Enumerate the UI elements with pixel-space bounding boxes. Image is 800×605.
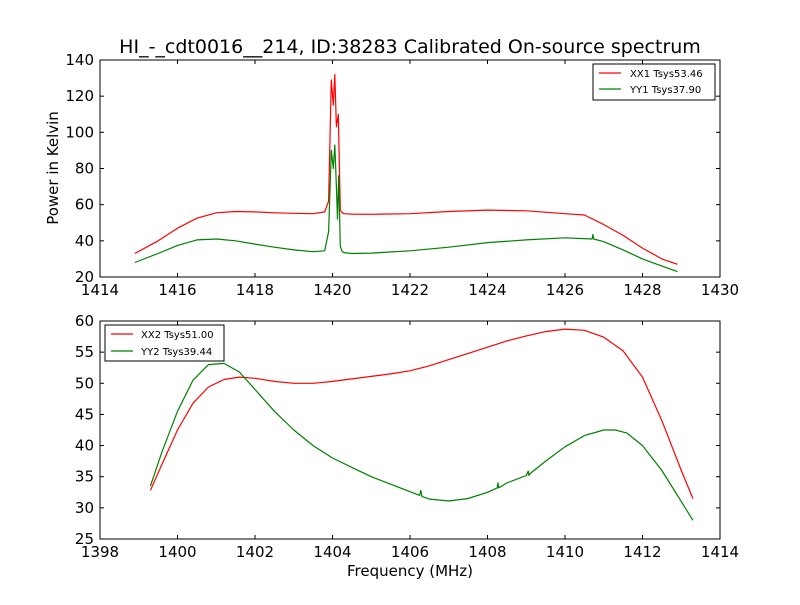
top-xtick-label-6: 1426 (546, 281, 584, 299)
top-ytick-label-4: 100 (65, 123, 94, 141)
bottom-ytick-label-1: 30 (75, 499, 94, 517)
bottom-ytick-label-0: 25 (75, 530, 94, 548)
top-xtick-label-4: 1422 (391, 281, 429, 299)
bottom-xtick-label-6: 1410 (546, 543, 584, 561)
bottom-xtick-label-0: 1398 (81, 543, 119, 561)
top-plot-legend-box (592, 63, 716, 101)
top-plot-ylabel: Power in Kelvin (44, 111, 62, 225)
bottom-ytick-label-5: 50 (75, 374, 94, 392)
top-ytick-label-2: 60 (75, 196, 94, 214)
bottom-plot-series-group (149, 328, 694, 521)
top-ytick-label-0: 20 (75, 268, 94, 286)
top-series-line-0 (134, 73, 678, 265)
bottom-xtick-label-5: 1408 (468, 543, 506, 561)
top-xtick-label-1: 1416 (158, 281, 196, 299)
top-ytick-label-1: 40 (75, 232, 94, 250)
top-ytick-label-5: 120 (65, 87, 94, 105)
top-plot-legend: XX1 Tsys53.46 YY1 Tsys37.90 (592, 63, 716, 101)
bottom-ytick-label-2: 35 (75, 468, 94, 486)
top-plot: HI_-_cdt0016__214, ID:38283 Calibrated O… (44, 36, 739, 299)
top-xtick-label-2: 1418 (236, 281, 274, 299)
top-xtick-label-3: 1420 (313, 281, 351, 299)
bottom-plot-xlabel: Frequency (MHz) (347, 562, 473, 580)
bottom-plot-frame (99, 320, 721, 540)
bottom-xtick-label-2: 1402 (236, 543, 274, 561)
bottom-plot: Frequency (MHz) 1398 1400 1402 1404 1406 1408… (75, 312, 739, 580)
bottom-ytick-label-7: 60 (75, 312, 94, 330)
top-xtick-label-0: 1414 (81, 281, 119, 299)
bottom-ytick-label-6: 55 (75, 343, 94, 361)
top-plot-frame (99, 59, 721, 278)
top-xtick-label-7: 1428 (623, 281, 661, 299)
legend-label-xx1: XX1 Tsys53.46 (630, 69, 703, 80)
top-xtick-label-5: 1424 (468, 281, 506, 299)
bottom-xtick-label-3: 1404 (313, 543, 351, 561)
bottom-ytick-label-4: 45 (75, 405, 94, 423)
legend-label-xx2: XX2 Tsys51.00 (141, 330, 214, 341)
top-series-line-1 (134, 144, 678, 273)
bottom-series-line-1 (149, 362, 694, 521)
top-plot-ticks-group: 1414 1416 1418 1420 1422 1424 1426 1428 1430 20 40… (65, 51, 739, 299)
bottom-ytick-label-3: 40 (75, 437, 94, 455)
bottom-xtick-label-7: 1412 (623, 543, 661, 561)
top-ytick-label-6: 140 (65, 51, 94, 69)
top-plot-title: HI_-_cdt0016__214, ID:38283 Calibrated O… (119, 36, 701, 58)
bottom-xtick-label-1: 1400 (158, 543, 196, 561)
bottom-xtick-label-8: 1414 (701, 543, 739, 561)
legend-label-yy1: YY1 Tsys37.90 (629, 85, 701, 96)
bottom-series-line-0 (149, 328, 694, 499)
bottom-plot-legend: XX2 Tsys51.00 YY2 Tsys39.44 (104, 324, 225, 362)
top-ytick-label-3: 80 (75, 160, 94, 178)
bottom-xtick-label-4: 1406 (391, 543, 429, 561)
top-xtick-label-8: 1430 (701, 281, 739, 299)
top-plot-series-group (134, 73, 678, 273)
legend-label-yy2: YY2 Tsys39.44 (140, 347, 212, 358)
bottom-plot-legend-box (104, 324, 225, 362)
